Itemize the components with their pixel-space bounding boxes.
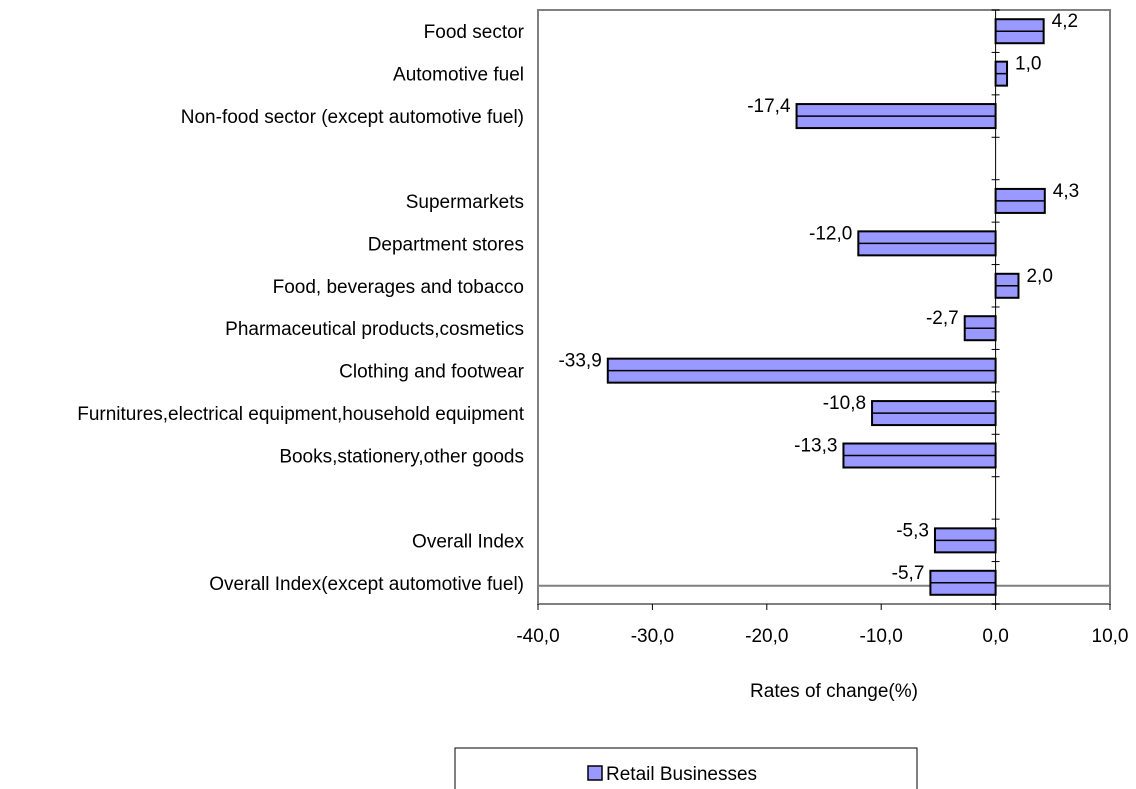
category-label: Overall Index — [412, 531, 524, 552]
data-label: -10,8 — [823, 393, 866, 414]
x-tick-label: -10,0 — [860, 626, 903, 647]
x-tick-label: 0,0 — [982, 626, 1008, 647]
data-label: -5,7 — [892, 563, 925, 584]
data-label: -13,3 — [794, 436, 837, 457]
category-label: Food, beverages and tobacco — [273, 277, 524, 298]
legend: Retail Businesses — [454, 747, 918, 789]
data-label: 4,2 — [1052, 11, 1078, 32]
data-label: -12,0 — [809, 223, 852, 244]
legend-box — [454, 747, 918, 789]
legend-label: Retail Businesses — [606, 764, 757, 785]
category-label: Non-food sector (except automotive fuel) — [181, 107, 524, 128]
category-label: Automotive fuel — [393, 65, 524, 86]
data-label: -2,7 — [926, 308, 959, 329]
category-label: Overall Index(except automotive fuel) — [209, 574, 524, 595]
data-label: 2,0 — [1026, 266, 1052, 287]
bars — [606, 18, 1046, 596]
category-label: Furnitures,electrical equipment,househol… — [77, 404, 524, 425]
category-label: Clothing and footwear — [339, 362, 525, 383]
category-label: Books,stationery,other goods — [279, 447, 524, 468]
data-label: -5,3 — [896, 520, 929, 541]
x-tick-label: -20,0 — [745, 626, 788, 647]
category-label: Supermarkets — [406, 192, 524, 213]
data-label: -33,9 — [558, 351, 601, 372]
data-label: -17,4 — [747, 96, 791, 117]
x-tick-label: -30,0 — [631, 626, 674, 647]
data-label: 4,3 — [1053, 181, 1079, 202]
category-label: Food sector — [424, 22, 525, 43]
plot-frame — [537, 9, 1111, 605]
x-axis: -40,0 -30,0 -20,0 -10,0 0,0 10,0 — [516, 604, 1128, 647]
category-label: Pharmaceutical products,cosmetics — [225, 319, 524, 340]
legend-swatch — [587, 765, 603, 781]
category-label: Department stores — [368, 234, 524, 255]
data-label: 1,0 — [1015, 54, 1041, 75]
x-tick-label: 10,0 — [1092, 626, 1129, 647]
data-labels: 4,2 1,0 -17,4 4,3 -12,0 2,0 -2,7 -33,9 -10,8 -13,… — [558, 11, 1079, 584]
x-tick-label: -40,0 — [516, 626, 559, 647]
plot-area — [537, 9, 1111, 605]
x-axis-title: Rates of change(%) — [750, 681, 918, 702]
category-labels: Food sector Automotive fuel Non-food secto… — [77, 22, 524, 595]
